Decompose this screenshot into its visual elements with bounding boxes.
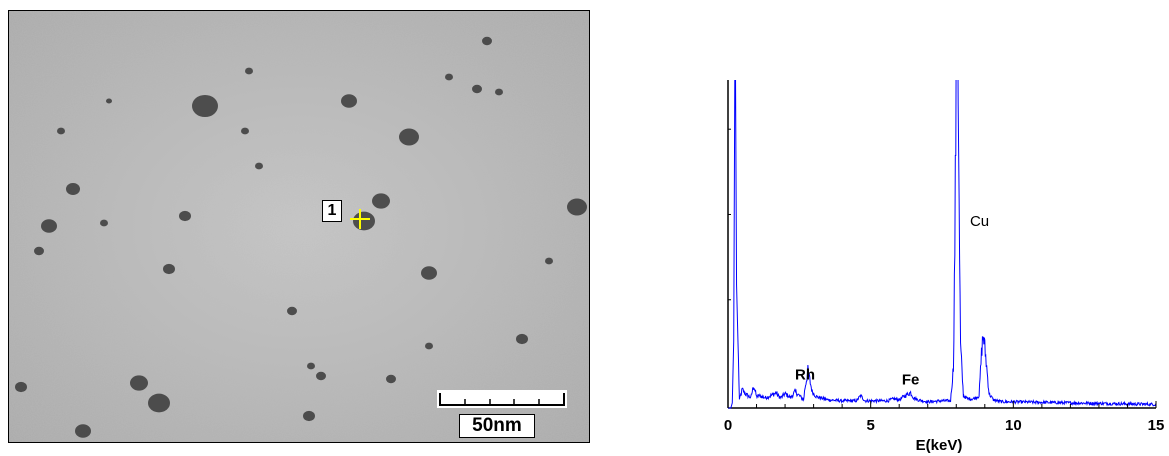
nanoparticle — [372, 193, 390, 209]
nanoparticle — [341, 94, 357, 108]
tem-micrograph — [8, 10, 590, 443]
nanoparticle — [66, 183, 80, 195]
peak-label-cu: Cu — [970, 213, 989, 230]
nanoparticle — [399, 128, 419, 146]
nanoparticle — [516, 333, 528, 345]
x-tick-label: 15 — [1148, 417, 1165, 434]
nanoparticle — [106, 98, 112, 104]
nanoparticle — [287, 306, 297, 316]
nanoparticle-group — [15, 36, 587, 438]
nanoparticle — [567, 198, 587, 216]
x-tick-label: 0 — [724, 417, 732, 434]
peak-label-fe: Fe — [902, 372, 920, 389]
tem-image — [9, 11, 589, 442]
x-tick-label: 10 — [1005, 417, 1022, 434]
nanoparticle — [495, 88, 503, 96]
point-marker-label: 1 — [322, 200, 342, 222]
nanoparticle — [57, 127, 65, 135]
nanoparticle — [482, 36, 492, 46]
nanoparticle — [303, 410, 315, 422]
nanoparticle — [179, 210, 191, 222]
nanoparticle — [545, 257, 553, 265]
scale-bar-label: 50nm — [459, 414, 535, 438]
nanoparticle — [255, 162, 263, 170]
nanoparticle — [192, 94, 218, 118]
nanoparticle — [148, 393, 170, 413]
nanoparticle — [472, 84, 482, 94]
x-axis-ticks: 0 5 10 15 — [724, 401, 1165, 434]
nanoparticle — [445, 73, 453, 81]
nanoparticle — [241, 127, 249, 135]
nanoparticle — [386, 374, 396, 384]
nanoparticle — [100, 219, 108, 227]
scale-bar — [437, 390, 567, 408]
nanoparticle — [245, 67, 253, 75]
chart-axes — [727, 80, 1156, 409]
nanoparticle — [15, 381, 27, 393]
nanoparticle — [41, 219, 57, 233]
nanoparticle — [34, 246, 44, 256]
nanoparticle — [130, 375, 148, 391]
eds-spectrum-chart: 0 5 10 15 Rh Fe Cu E(keV) — [724, 80, 1165, 454]
crosshair-icon — [350, 209, 370, 229]
x-tick-label: 5 — [866, 417, 874, 434]
nanoparticle — [163, 263, 175, 275]
nanoparticle — [353, 211, 375, 231]
spectrum-series-line — [728, 80, 1157, 409]
nanoparticle — [307, 362, 315, 370]
nanoparticle — [421, 266, 437, 280]
peak-label-rh: Rh — [795, 367, 815, 384]
nanoparticle — [316, 371, 326, 381]
peak-annotations: Rh Fe Cu — [795, 213, 989, 389]
nanoparticle — [75, 424, 91, 438]
nanoparticle — [425, 342, 433, 350]
x-axis-label: E(keV) — [916, 437, 963, 454]
